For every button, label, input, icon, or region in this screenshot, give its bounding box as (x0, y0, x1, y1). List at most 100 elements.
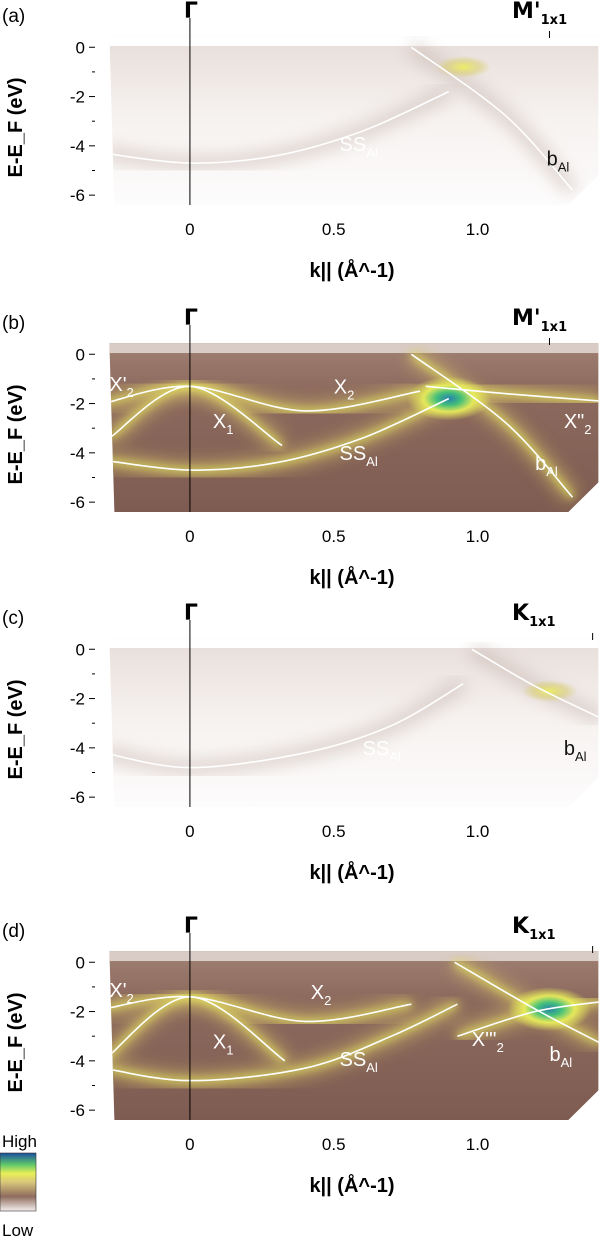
symmetry-point-label-main: M' (512, 0, 541, 24)
x-tick-label: 1.0 (466, 527, 490, 546)
y-tick-label: -2 (70, 88, 85, 107)
band-annotation: X2 (334, 377, 355, 403)
above-fermi-region (109, 951, 599, 962)
band-line-b-al (454, 961, 599, 1045)
band-annotation-sub: 1 (226, 1043, 233, 1058)
band-annotation-main: X' (109, 374, 126, 396)
x-tick-label: 0 (185, 1135, 194, 1154)
y-axis-label: E-E_F (eV) (5, 77, 27, 177)
x-tick-label: 1.0 (466, 1135, 490, 1154)
band-annotation-main: X (213, 411, 226, 433)
band-line-ss-al (109, 397, 450, 471)
symmetry-point-label-main: K (512, 601, 530, 626)
band-annotation-sub: Al (366, 454, 378, 469)
band-annotation-sub: 1 (226, 422, 233, 437)
band-line-ss-al (109, 1003, 458, 1082)
above-fermi-region (109, 638, 599, 649)
above-fermi-region (109, 343, 599, 354)
band-line-b-al (410, 353, 574, 498)
band-annotation-main: X''' (472, 1029, 497, 1051)
map-background (109, 951, 599, 1120)
symmetry-point-label-main: M' (512, 306, 541, 331)
panel-label: (d) (2, 921, 25, 942)
y-tick-label: -6 (70, 493, 85, 512)
band-annotation: X2 (311, 982, 332, 1008)
y-axis-label: E-E_F (eV) (5, 679, 27, 779)
colorbar-gradient (0, 1152, 37, 1212)
band-annotation-main: b (549, 1044, 560, 1066)
y-tick-label: 0 (76, 345, 85, 364)
gamma-label-main: Γ (184, 0, 198, 24)
symmetry-point-label: K1x1 (512, 914, 556, 943)
band-annotation: bAl (549, 1044, 572, 1070)
colorbar-high-label: High (2, 1132, 37, 1151)
y-tick-label: 0 (76, 953, 85, 972)
x-tick-label: 0 (185, 527, 194, 546)
band-annotation-main: b (547, 149, 558, 171)
symmetry-point-label: M'1x1 (512, 0, 567, 28)
band-annotation-main: X" (564, 411, 584, 433)
band-annotation: SSAl (339, 134, 377, 160)
band-annotation: X'''2 (472, 1029, 504, 1055)
y-tick-label: -2 (70, 395, 85, 414)
gamma-label: Γ (184, 306, 198, 331)
band-annotation: bAl (535, 453, 558, 479)
symmetry-point-label-sub: 1x1 (541, 320, 567, 335)
symmetry-point-label-sub: 1x1 (529, 615, 555, 630)
symmetry-point-label: M'1x1 (512, 306, 567, 335)
y-tick-label: 0 (76, 640, 85, 659)
panel-d: (d) Γ K1x1 0 -2 -4 -6 0 0.5 1.0 k|| (Å^-1) E-E_F (e… (2, 914, 599, 1197)
panel-label: (b) (2, 313, 25, 334)
intensity-map (109, 951, 599, 1120)
band-annotation-main: SS (339, 443, 366, 465)
band-annotation-main: X' (109, 980, 126, 1002)
y-tick-label: -4 (70, 444, 85, 463)
y-tick-label: 0 (76, 38, 85, 57)
panel-b: (b) Γ M'1x1 0 -2 -4 -6 0 0.5 1.0 k|| (Å^-1) E-E_F (… (2, 306, 599, 589)
x-axis-label: k|| (Å^-1) (309, 1173, 394, 1197)
band-annotation-sub: 2 (347, 388, 354, 403)
band-annotation: X1 (213, 411, 234, 437)
x-tick-label: 0.5 (322, 527, 346, 546)
y-tick-label: -6 (70, 186, 85, 205)
map-background (109, 638, 599, 807)
band-annotation-sub: Al (389, 749, 401, 764)
x-axis-label: k|| (Å^-1) (309, 258, 394, 282)
intensity-hotspot (435, 55, 492, 78)
gamma-label-main: Γ (184, 306, 198, 331)
x-tick-label: 1.0 (466, 822, 490, 841)
panel-label: (c) (2, 608, 24, 629)
band-annotation: X'2 (109, 374, 133, 400)
band-line-b-al (410, 46, 574, 191)
band-annotation: X"2 (564, 411, 592, 437)
band-annotation-sub: Al (366, 145, 378, 160)
band-line-x-2 (109, 385, 421, 412)
y-tick-label: -2 (70, 1003, 85, 1022)
symmetry-point-label-main: K (512, 914, 530, 939)
y-axis-label: E-E_F (eV) (5, 992, 27, 1092)
map-background (109, 36, 599, 205)
x-axis-label: k|| (Å^-1) (309, 860, 394, 884)
band-annotation-main: b (564, 738, 575, 760)
gamma-label-main: Γ (184, 601, 198, 626)
panel-label: (a) (2, 6, 25, 27)
y-tick-label: -2 (70, 690, 85, 709)
panel-c: (c) Γ K1x1 0 -2 -4 -6 0 0.5 1.0 k|| (Å^-1) E-E_F (e… (2, 601, 599, 884)
band-annotation: bAl (547, 149, 570, 175)
band-annotation-main: SS (339, 1049, 366, 1071)
band-annotation-main: X (311, 982, 324, 1004)
band-annotation: bAl (564, 738, 587, 764)
y-tick-label: -4 (70, 1052, 85, 1071)
y-tick-label: -6 (70, 788, 85, 807)
band-annotation-sub: 2 (324, 993, 331, 1008)
band-annotation-main: X (213, 1032, 226, 1054)
band-annotation-sub: Al (561, 1055, 573, 1070)
gamma-label-main: Γ (184, 914, 198, 939)
band-annotation: SSAl (363, 738, 401, 764)
x-tick-label: 1.0 (466, 220, 490, 239)
y-tick-label: -4 (70, 739, 85, 758)
band-annotation-main: b (535, 453, 546, 475)
intensity-map (109, 343, 599, 512)
symmetry-point-label-sub: 1x1 (529, 928, 555, 943)
